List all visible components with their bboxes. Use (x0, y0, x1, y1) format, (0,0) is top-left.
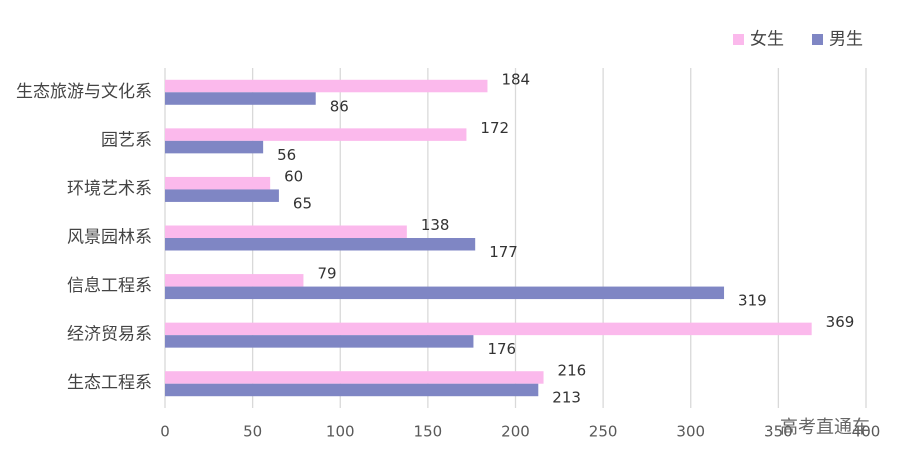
bar (165, 79, 488, 93)
x-tick-label: 350 (764, 423, 793, 441)
category-label: 生态旅游与文化系 (16, 82, 152, 102)
category-label: 园艺系 (101, 130, 152, 150)
bar (165, 238, 476, 251)
category-label: 生态工程系 (67, 373, 152, 393)
bar (165, 92, 316, 105)
x-tick-label: 50 (243, 423, 262, 441)
x-tick-label: 100 (326, 423, 355, 441)
data-label: 65 (293, 194, 312, 212)
x-tick-label: 250 (589, 423, 618, 441)
bar (165, 286, 725, 300)
x-tick-label: 400 (852, 423, 881, 441)
bar (165, 128, 467, 141)
data-label: 213 (552, 389, 581, 407)
data-label: 177 (489, 243, 518, 261)
data-label: 184 (501, 70, 530, 88)
category-label: 风景园林系 (67, 228, 152, 248)
legend-label: 男生 (829, 30, 863, 50)
data-label: 86 (330, 97, 349, 115)
bar (165, 189, 279, 202)
legend-swatch (812, 34, 823, 45)
bar (165, 335, 474, 348)
x-tick-label: 150 (414, 423, 443, 441)
data-label: 172 (480, 119, 509, 137)
category-label: 环境艺术系 (67, 179, 152, 199)
data-label: 56 (277, 146, 296, 164)
x-tick-label: 200 (501, 423, 530, 441)
data-label: 138 (421, 216, 450, 234)
bar (165, 176, 271, 190)
data-label: 60 (284, 167, 303, 185)
category-label: 经济贸易系 (67, 325, 152, 345)
data-label: 369 (826, 313, 855, 331)
data-label: 79 (317, 265, 336, 283)
legend-swatch (733, 34, 744, 45)
watermark: 高考直通车 (780, 417, 870, 438)
x-tick-label: 0 (160, 423, 170, 441)
legend-label: 女生 (750, 30, 784, 50)
data-label: 176 (487, 340, 516, 358)
bar (165, 140, 264, 154)
data-label: 216 (558, 362, 587, 380)
data-label: 319 (738, 292, 767, 310)
bar (165, 383, 539, 397)
category-label: 信息工程系 (67, 276, 152, 296)
x-tick-label: 300 (676, 423, 705, 441)
bar (165, 371, 544, 384)
bar (165, 322, 812, 336)
bar (165, 274, 304, 287)
bar (165, 225, 407, 238)
